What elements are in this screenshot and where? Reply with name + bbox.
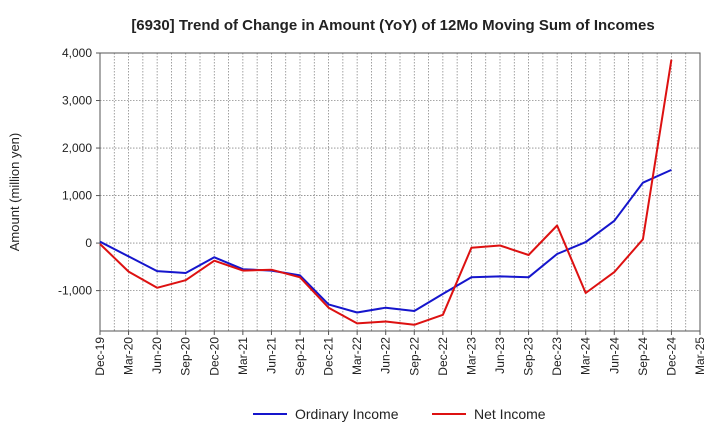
x-tick-label: Dec-19 <box>93 337 107 376</box>
x-tick-label: Jun-21 <box>264 337 278 374</box>
x-tick-label: Dec-21 <box>322 337 336 376</box>
plot-area <box>99 52 701 332</box>
x-tick-label: Sep-21 <box>293 337 307 376</box>
y-tick-label: 1,000 <box>62 189 92 203</box>
x-tick-label: Dec-22 <box>436 337 450 376</box>
series-line-net-income <box>99 59 673 326</box>
grid <box>100 52 700 331</box>
x-tick-label: Jun-23 <box>493 337 507 374</box>
legend-label-ordinary-income: Ordinary Income <box>295 406 399 422</box>
x-axis: Dec-19 Mar-20 Jun-20 Sep-20 Dec-20 Mar-21 Jun-… <box>93 331 707 376</box>
x-tick-label: Dec-24 <box>664 337 678 376</box>
x-tick-label: Sep-23 <box>522 337 536 376</box>
x-tick-label: Mar-20 <box>122 337 136 375</box>
x-tick-label: Mar-24 <box>579 337 593 375</box>
series-layer <box>99 59 673 326</box>
x-tick-label: Mar-23 <box>464 337 478 375</box>
y-tick-label: 4,000 <box>62 46 92 60</box>
y-tick-label: -1,000 <box>58 284 92 298</box>
y-tick-label: 3,000 <box>62 94 92 108</box>
x-tick-label: Jun-22 <box>379 337 393 374</box>
y-axis: 4,000 3,000 2,000 1,000 0 -1,000 <box>58 46 100 298</box>
chart-title: [6930] Trend of Change in Amount (YoY) o… <box>131 17 654 34</box>
y-tick-label: 0 <box>85 236 92 250</box>
x-tick-label: Dec-23 <box>550 337 564 376</box>
x-tick-label: Dec-20 <box>207 337 221 376</box>
x-tick-label: Sep-20 <box>179 337 193 376</box>
x-tick-label: Mar-25 <box>693 337 707 375</box>
y-axis-label: Amount (million yen) <box>7 133 22 252</box>
x-tick-label: Jun-24 <box>607 337 621 374</box>
x-tick-label: Sep-22 <box>407 337 421 376</box>
x-tick-label: Jun-20 <box>150 337 164 374</box>
legend: Ordinary Income Net Income <box>253 406 546 422</box>
x-tick-label: Mar-22 <box>350 337 364 375</box>
x-tick-label: Mar-21 <box>236 337 250 375</box>
series-line-ordinary-income <box>99 168 672 314</box>
y-tick-label: 2,000 <box>62 141 92 155</box>
x-tick-label: Sep-24 <box>636 337 650 376</box>
legend-label-net-income: Net Income <box>474 406 546 422</box>
